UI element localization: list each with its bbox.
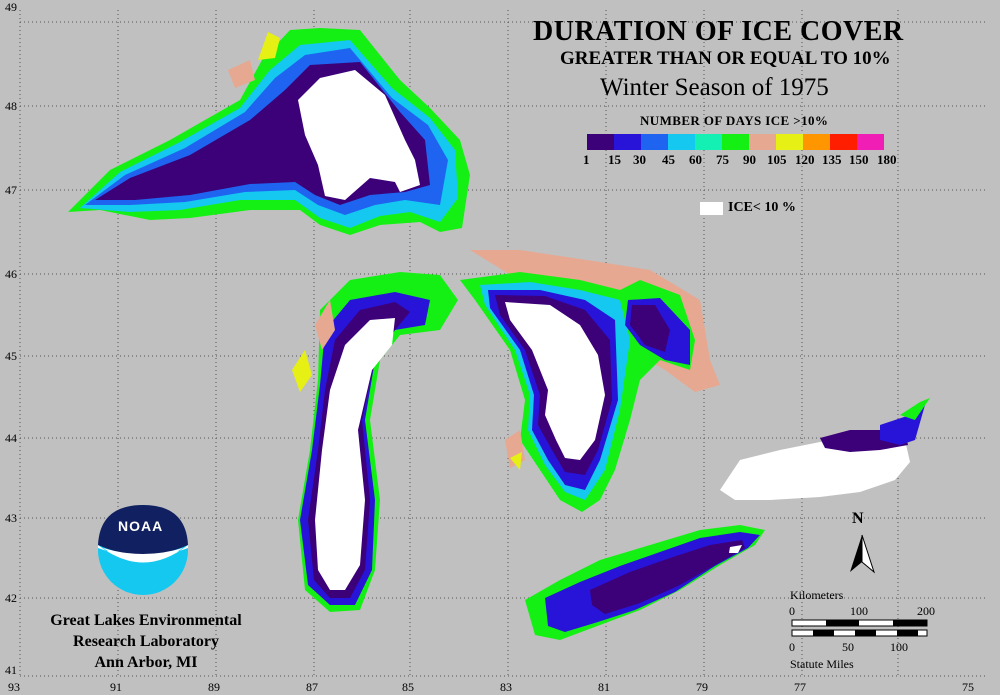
legend-tick-45: 45 [662, 152, 675, 167]
scale-bar [791, 619, 928, 637]
lat-label-48: 48 [5, 99, 17, 113]
legend-swatch-5 [722, 134, 749, 150]
legend-title: NUMBER OF DAYS ICE >10% [640, 113, 829, 128]
lat-label-45: 45 [5, 349, 17, 363]
legend-swatch-2 [641, 134, 668, 150]
map-subtitle: GREATER THAN OR EQUAL TO 10% [560, 48, 891, 69]
north-label: N [852, 510, 864, 527]
scale-km-0: 0 [789, 604, 795, 618]
legend-tick-90: 90 [743, 152, 756, 167]
lake-superior [68, 28, 470, 235]
legend-swatch-3 [668, 134, 695, 150]
lat-label-46: 46 [5, 267, 17, 281]
legend-swatch-8 [803, 134, 830, 150]
organization-line-3: Ann Arbor, MI [94, 654, 198, 671]
legend-swatch-1 [614, 134, 641, 150]
season-label: Winter Season of 1975 [600, 74, 829, 101]
lon-label-81: 81 [598, 680, 610, 694]
lat-label-47: 47 [5, 183, 17, 197]
scale-mi-label: Statute Miles [790, 657, 854, 671]
lat-label-44: 44 [5, 431, 17, 445]
legend-ticks: 1 15 30 45 60 75 90 105 120 135 150 180 [575, 152, 935, 168]
lon-label-93: 93 [8, 680, 20, 694]
lat-label-43: 43 [5, 511, 17, 525]
lake-erie [525, 525, 765, 640]
legend-tick-30: 30 [633, 152, 646, 167]
scale-mi-100: 100 [890, 640, 908, 654]
legend-tick-15: 15 [608, 152, 621, 167]
legend-swatch-0 [587, 134, 614, 150]
ice-less-than-10-label: ICE< 10 % [728, 200, 796, 215]
lon-label-79: 79 [696, 680, 708, 694]
lon-label-77: 77 [794, 680, 806, 694]
legend-swatch-7 [776, 134, 803, 150]
legend-tick-180: 180 [877, 152, 897, 167]
noaa-logo [98, 505, 188, 595]
legend-tick-135: 135 [822, 152, 842, 167]
lon-label-85: 85 [402, 680, 414, 694]
lon-label-89: 89 [208, 680, 220, 694]
legend-swatch-4 [695, 134, 722, 150]
legend-tick-150: 150 [849, 152, 869, 167]
ice-less-than-10-swatch [700, 202, 723, 215]
lat-label-42: 42 [5, 591, 17, 605]
organization-name: Great Lakes Environmental Research Labor… [36, 610, 256, 673]
legend-swatch-9 [830, 134, 857, 150]
lat-label-49: 49 [5, 0, 17, 14]
organization-line-1: Great Lakes Environmental [50, 612, 242, 629]
scale-km-200: 200 [917, 604, 935, 618]
lon-label-75: 75 [962, 680, 974, 694]
lon-label-87: 87 [306, 680, 318, 694]
lake-ontario [720, 398, 930, 500]
lake-huron [460, 250, 720, 512]
organization-line-2: Research Laboratory [73, 633, 219, 650]
legend-tick-1: 1 [583, 152, 590, 167]
legend-tick-60: 60 [689, 152, 702, 167]
lat-label-41: 41 [5, 663, 17, 677]
legend-swatch-10 [857, 134, 884, 150]
scale-mi-50: 50 [842, 640, 854, 654]
legend-tick-120: 120 [795, 152, 815, 167]
legend-tick-75: 75 [716, 152, 729, 167]
noaa-logo-text: NOAA [118, 518, 164, 534]
legend-swatch-6 [749, 134, 776, 150]
lon-label-91: 91 [110, 680, 122, 694]
scale-km-label: Kilometers [790, 588, 844, 602]
lon-label-83: 83 [500, 680, 512, 694]
map-title: DURATION OF ICE COVER [533, 16, 904, 47]
legend-tick-105: 105 [767, 152, 787, 167]
north-arrow [850, 534, 876, 574]
legend-color-bar [587, 134, 884, 150]
scale-mi-0: 0 [789, 640, 795, 654]
lake-michigan [292, 272, 458, 612]
scale-km-100: 100 [850, 604, 868, 618]
